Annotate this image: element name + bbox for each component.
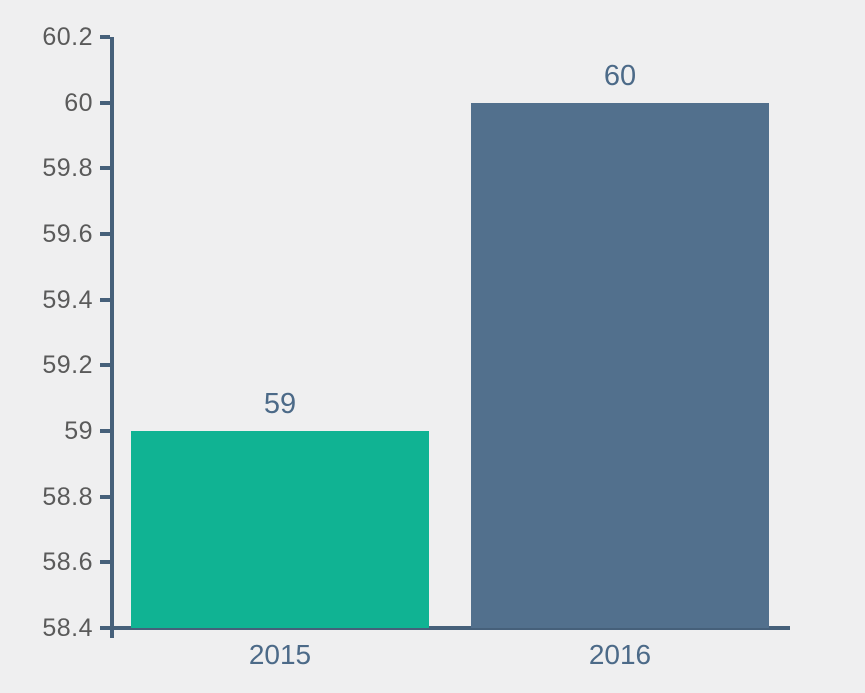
- y-axis-tick-label: 58.8: [42, 483, 93, 511]
- bar-value-label: 60: [603, 60, 637, 92]
- bar-2015: [131, 431, 429, 628]
- y-axis-tick: [100, 560, 110, 564]
- y-axis-tick-label: 59.6: [42, 220, 93, 248]
- y-axis-tick-label: 59: [64, 417, 93, 445]
- y-axis-tick: [100, 101, 110, 105]
- y-axis-tick-label: 58.4: [42, 614, 93, 642]
- y-axis-tick-label: 60: [64, 89, 93, 117]
- y-axis-tick-label: 60.2: [42, 23, 93, 51]
- y-axis-tick: [100, 495, 110, 499]
- y-axis-tick-label: 59.4: [42, 286, 93, 314]
- x-axis: [110, 626, 790, 630]
- y-axis-tick: [100, 429, 110, 433]
- y-axis: [110, 37, 114, 638]
- x-axis-category-label: 2015: [248, 639, 312, 670]
- y-axis-tick-label: 59.2: [42, 351, 93, 379]
- y-axis-tick: [100, 363, 110, 367]
- bar-2016: [471, 103, 769, 628]
- y-axis-tick: [100, 626, 110, 630]
- y-axis-tick: [100, 35, 110, 39]
- x-axis-category-label: 2016: [588, 639, 652, 670]
- y-axis-tick: [100, 298, 110, 302]
- y-axis-tick: [100, 232, 110, 236]
- y-axis-tick-label: 59.8: [42, 154, 93, 182]
- bar-value-label: 59: [263, 388, 297, 420]
- y-axis-tick: [100, 166, 110, 170]
- y-axis-tick-label: 58.6: [42, 548, 93, 576]
